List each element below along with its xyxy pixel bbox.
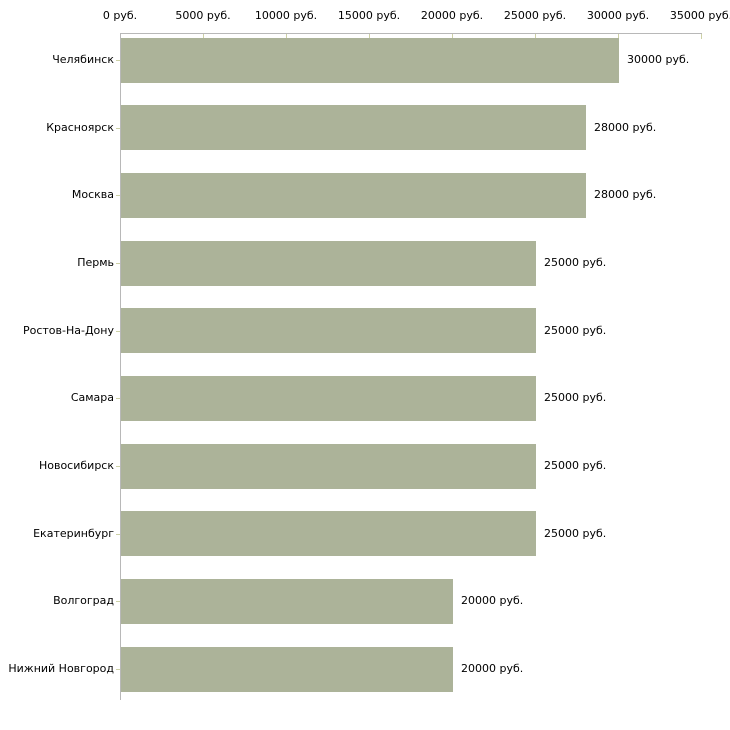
y-axis-tick-mark — [116, 533, 120, 535]
x-axis-tick-label: 35000 руб. — [669, 9, 730, 22]
category-label: Нижний Новгород — [8, 662, 114, 676]
x-axis-tick-label: 30000 руб. — [586, 9, 650, 22]
category-label: Екатеринбург — [33, 526, 114, 540]
x-axis-tick-label: 0 руб. — [102, 9, 138, 22]
y-axis-line — [120, 33, 121, 700]
bar — [121, 511, 536, 557]
category-label: Ростов-На-Дону — [22, 323, 114, 337]
category-label: Волгоград — [53, 594, 114, 608]
value-label: 25000 руб. — [544, 256, 607, 269]
category-label: Пермь — [77, 256, 114, 269]
y-axis-tick-mark — [116, 263, 120, 264]
x-axis-tick-mark — [286, 34, 287, 39]
x-axis-tick-mark — [618, 34, 619, 39]
y-axis-tick-mark — [116, 466, 120, 468]
category-label: Самара — [70, 391, 114, 405]
bar — [121, 375, 536, 421]
value-label: 20000 руб. — [461, 594, 524, 608]
bar — [121, 240, 536, 286]
y-axis-tick-mark — [116, 127, 120, 129]
value-label: 25000 руб. — [544, 323, 607, 337]
value-label: 25000 руб. — [544, 391, 607, 405]
value-label: 25000 руб. — [544, 459, 607, 473]
bar — [121, 37, 619, 83]
category-label: Красноярск — [46, 120, 114, 134]
x-axis-tick-mark — [452, 34, 453, 39]
bar — [121, 646, 453, 692]
x-axis-tick-mark — [701, 34, 702, 39]
x-axis-line — [120, 33, 702, 34]
y-axis-tick-mark — [116, 398, 120, 400]
y-axis-tick-mark — [116, 330, 120, 332]
x-axis-tick-mark — [369, 34, 370, 39]
x-axis-tick-mark — [535, 34, 536, 39]
value-label: 20000 руб. — [461, 662, 524, 676]
category-label: Москва — [71, 188, 114, 202]
x-axis-tick-label: 5000 руб. — [175, 9, 231, 22]
value-label: 30000 руб. — [627, 53, 690, 66]
bar — [121, 172, 586, 218]
y-axis-tick-mark — [116, 195, 120, 197]
bar — [121, 443, 536, 489]
value-label: 25000 руб. — [544, 526, 607, 540]
y-axis-tick-mark — [116, 60, 120, 61]
category-label: Челябинск — [52, 53, 114, 66]
x-axis-tick-mark — [203, 34, 204, 39]
x-axis-tick-label: 25000 руб. — [503, 9, 567, 22]
bar — [121, 105, 586, 151]
y-axis-tick-mark — [116, 601, 120, 603]
bar — [121, 308, 536, 354]
x-axis-tick-label: 20000 руб. — [420, 9, 484, 22]
y-axis-tick-mark — [116, 669, 120, 671]
category-label: Новосибирск — [38, 459, 114, 473]
bar — [121, 578, 453, 624]
x-axis-tick-label: 10000 руб. — [254, 9, 318, 22]
value-label: 28000 руб. — [594, 188, 657, 202]
value-label: 28000 руб. — [594, 120, 657, 134]
x-axis-tick-label: 15000 руб. — [337, 9, 401, 22]
